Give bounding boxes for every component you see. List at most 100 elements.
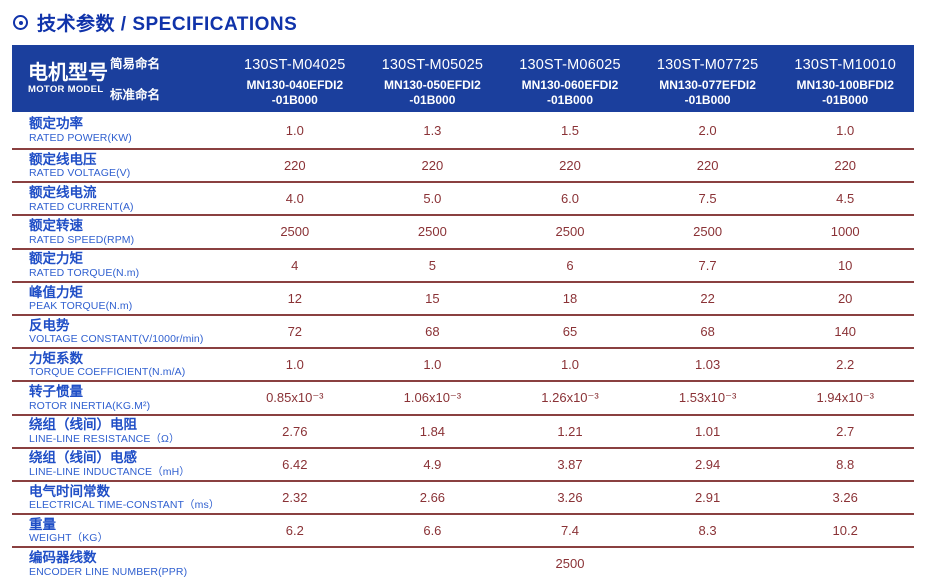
- row-label-en: LINE-LINE INDUCTANCE（mH）: [29, 466, 190, 478]
- cell-value: 140: [834, 324, 857, 340]
- table-header: 电机型号 MOTOR MODEL 简易命名 130ST-M04025 130ST…: [12, 45, 914, 112]
- cell-value: 2500: [417, 224, 447, 240]
- cell-value: 1.06x10⁻³: [403, 389, 462, 405]
- row-label-zh: 额定线电流: [29, 184, 97, 200]
- model-simple-name: 130ST-M05025: [381, 57, 484, 73]
- cell-value: 1.5: [560, 122, 580, 138]
- row-label-zh: 额定转速: [29, 218, 83, 234]
- section-title: 技术参数 / SPECIFICATIONS: [13, 9, 297, 36]
- row-label-en: RATED POWER(KW): [29, 131, 132, 144]
- cell-value: 2500: [555, 224, 585, 240]
- row-label-en: PEAK TORQUE(N.m): [29, 300, 133, 313]
- row-label-en: RATED TORQUE(N.m): [29, 266, 140, 279]
- cell-value: 4.5: [836, 191, 855, 207]
- table-row-rated-torque: 额定力矩 RATED TORQUE(N.m) 4 5 6 7.7 10: [12, 250, 914, 283]
- cell-value-merged: 2500: [555, 556, 585, 572]
- model-standard-name: MN130-077EFDI2 -01B000: [659, 78, 756, 107]
- row-label: 编码器线数 ENCODER LINE NUMBER(PPR): [12, 548, 226, 579]
- model-simple-name: 130ST-M07725: [656, 57, 759, 73]
- cell-value: 1.0: [285, 357, 304, 373]
- row-label: 电气时间常数 ELECTRICAL TIME-CONSTANT（ms）: [12, 482, 226, 513]
- row-label-en: RATED SPEED(RPM): [29, 233, 135, 246]
- cell-value: 22: [700, 290, 715, 306]
- cell-value: 10: [837, 257, 853, 273]
- model-standard-name: MN130-040EFDI2 -01B000: [246, 78, 344, 107]
- row-label-zh: 重量: [29, 516, 56, 532]
- circled-dot-icon: [13, 15, 28, 30]
- cell-value: 20: [837, 290, 853, 306]
- row-label: 绕组（线间）电感 LINE-LINE INDUCTANCE（mH）: [12, 449, 226, 480]
- row-label: 绕组（线间）电阻 LINE-LINE RESISTANCE（Ω）: [12, 416, 226, 447]
- row-label-en: ROTOR INERTIA(KG.M²): [29, 399, 151, 412]
- cell-value: 2.2: [836, 357, 855, 373]
- cell-value: 220: [283, 158, 306, 174]
- cell-value: 3.26: [557, 489, 583, 505]
- row-label: 转子惯量 ROTOR INERTIA(KG.M²): [12, 382, 226, 413]
- row-label-zh: 额定线电压: [29, 151, 97, 167]
- cell-value: 2.0: [698, 122, 717, 138]
- model-simple-name: 130ST-M06025: [519, 57, 621, 73]
- table-row-rated-power: 额定功率 RATED POWER(KW) 1.0 1.3 1.5 2.0 1.0: [12, 112, 914, 150]
- cell-value: 220: [696, 158, 719, 174]
- model-standard-name: MN130-060EFDI2 -01B000: [521, 78, 619, 107]
- cell-value: 68: [425, 324, 440, 340]
- table-row-line-inductance: 绕组（线间）电感 LINE-LINE INDUCTANCE（mH） 6.42 4…: [12, 449, 914, 482]
- cell-value: 6.2: [285, 523, 304, 539]
- row-label-en: TORQUE COEFFICIENT(N.m/A): [29, 366, 186, 379]
- row-label-zh: 绕组（线间）电感: [29, 450, 137, 466]
- table-row-rated-voltage: 额定线电压 RATED VOLTAGE(V) 220 220 220 220 2…: [12, 150, 914, 184]
- cell-value: 1.26x10⁻³: [541, 389, 599, 405]
- cell-value: 1.0: [423, 357, 442, 373]
- row-label: 峰值力矩 PEAK TORQUE(N.m): [12, 283, 226, 314]
- row-label-zh: 峰值力矩: [29, 284, 83, 300]
- cell-value: 15: [425, 290, 440, 306]
- row-label: 额定力矩 RATED TORQUE(N.m): [12, 250, 226, 281]
- row-label-en: WEIGHT（KG）: [29, 532, 109, 545]
- cell-value: 1.3: [423, 122, 442, 138]
- cell-value: 1.0: [836, 122, 855, 138]
- table-row-weight: 重量 WEIGHT（KG） 6.2 6.6 7.4 8.3 10.2: [12, 515, 914, 549]
- row-label: 额定功率 RATED POWER(KW): [12, 112, 226, 148]
- cell-value: 6.42: [282, 456, 308, 472]
- section-title-text: 技术参数 / SPECIFICATIONS: [37, 14, 298, 35]
- cell-value: 0.85x10⁻³: [266, 389, 324, 405]
- cell-value: 12: [287, 290, 303, 306]
- table-row-rated-speed: 额定转速 RATED SPEED(RPM) 2500 2500 2500 250…: [12, 216, 914, 250]
- table-row-torque-coefficient: 力矩系数 TORQUE COEFFICIENT(N.m/A) 1.0 1.0 1…: [12, 349, 914, 383]
- row-label-zh: 反电势: [29, 317, 70, 333]
- row-label-zh: 绕组（线间）电阻: [29, 417, 137, 433]
- cell-value: 1.94x10⁻³: [816, 389, 874, 405]
- cell-value: 5.0: [423, 191, 442, 207]
- cell-value: 10.2: [832, 523, 858, 539]
- row-label-zh: 电气时间常数: [29, 483, 110, 499]
- row-label: 反电势 VOLTAGE CONSTANT(V/1000r/min): [12, 316, 226, 347]
- cell-value: 65: [562, 324, 578, 340]
- row-label: 力矩系数 TORQUE COEFFICIENT(N.m/A): [12, 349, 226, 380]
- simple-name-label: 简易命名: [110, 57, 161, 71]
- cell-value: 7.5: [698, 191, 717, 207]
- cell-value: 8.3: [698, 523, 717, 539]
- cell-value: 18: [562, 290, 578, 306]
- row-label-en: LINE-LINE RESISTANCE（Ω）: [29, 432, 180, 445]
- cell-value: 5: [428, 257, 436, 273]
- cell-value: 1.01: [694, 423, 721, 439]
- row-label: 额定转速 RATED SPEED(RPM): [12, 216, 226, 247]
- motor-model-label-zh: 电机型号: [28, 61, 108, 84]
- cell-value: 1.53x10⁻³: [678, 389, 737, 405]
- row-label-en: RATED CURRENT(A): [29, 200, 134, 213]
- table-row-line-resistance: 绕组（线间）电阻 LINE-LINE RESISTANCE（Ω） 2.76 1.…: [12, 416, 914, 449]
- cell-value: 2.7: [836, 423, 855, 439]
- model-simple-name: 130ST-M10010: [794, 57, 896, 73]
- table-row-encoder-lines: 编码器线数 ENCODER LINE NUMBER(PPR) 2500: [12, 548, 914, 579]
- row-label-zh: 编码器线数: [29, 550, 97, 566]
- cell-value: 6: [566, 257, 574, 273]
- row-label-en: ENCODER LINE NUMBER(PPR): [29, 565, 188, 578]
- motor-model-label-en: MOTOR MODEL: [28, 83, 104, 95]
- cell-value: 3.87: [557, 456, 583, 472]
- table-row-voltage-constant: 反电势 VOLTAGE CONSTANT(V/1000r/min) 72 68 …: [12, 316, 914, 350]
- cell-value: 2.76: [282, 423, 308, 439]
- table-row-rated-current: 额定线电流 RATED CURRENT(A) 4.0 5.0 6.0 7.5 4…: [12, 183, 914, 217]
- cell-value: 2.32: [282, 489, 308, 505]
- cell-value: 4: [291, 257, 299, 273]
